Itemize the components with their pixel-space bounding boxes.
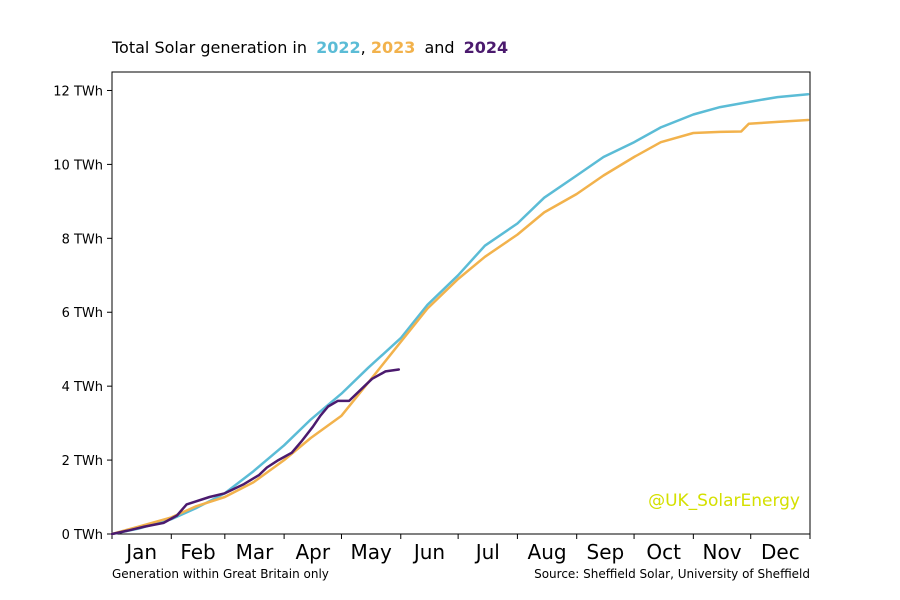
title-year-2023: 2023	[370, 38, 416, 57]
x-tick-label: May	[350, 540, 392, 564]
footer-note: Generation within Great Britain only	[112, 567, 329, 581]
x-tick-label: Feb	[180, 540, 215, 564]
y-axis: 0 TWh 2 TWh 4 TWh 6 TWh 8 TWh 10 TWh 12 TWh	[53, 84, 112, 543]
y-tick-label: 8 TWh	[62, 232, 103, 247]
title-prefix: Total Solar generation in	[112, 38, 307, 57]
y-tick-label: 0 TWh	[62, 528, 103, 543]
x-tick-label: Jul	[474, 540, 500, 564]
x-tick-label: Jun	[412, 540, 445, 564]
x-tick-label: Oct	[646, 540, 681, 564]
series-line-2022	[110, 92, 810, 536]
y-tick-label: 12 TWh	[53, 84, 103, 99]
chart-title: Total Solar generation in 2022, 2023 and…	[112, 38, 508, 57]
x-tick-label: Jan	[124, 540, 157, 564]
x-tick-label: Dec	[761, 540, 800, 564]
x-axis: Jan Feb Mar Apr May Jun Jul Aug Sep Oct Nov Dec	[111, 534, 811, 564]
series-line-2023	[110, 118, 810, 536]
x-tick-label: Apr	[295, 540, 330, 564]
x-tick-label: Aug	[528, 540, 567, 564]
x-tick-label: Mar	[236, 540, 275, 564]
x-tick-label: Nov	[703, 540, 742, 564]
watermark: @UK_SolarEnergy	[648, 491, 800, 511]
title-comma: ,	[360, 38, 366, 57]
y-tick-label: 6 TWh	[62, 306, 103, 321]
title-year-2022: 2022	[316, 38, 361, 57]
x-tick-label: Sep	[587, 540, 625, 564]
y-tick-label: 4 TWh	[62, 380, 103, 395]
series-line-2024	[110, 368, 401, 536]
title-and: and	[424, 38, 455, 57]
y-tick-label: 10 TWh	[53, 158, 103, 173]
title-year-2024: 2024	[463, 38, 509, 57]
plot-frame	[111, 71, 811, 535]
series-layer	[110, 92, 810, 536]
footer-source: Source: Sheffield Solar, University of S…	[534, 567, 810, 581]
y-tick-label: 2 TWh	[62, 454, 103, 469]
